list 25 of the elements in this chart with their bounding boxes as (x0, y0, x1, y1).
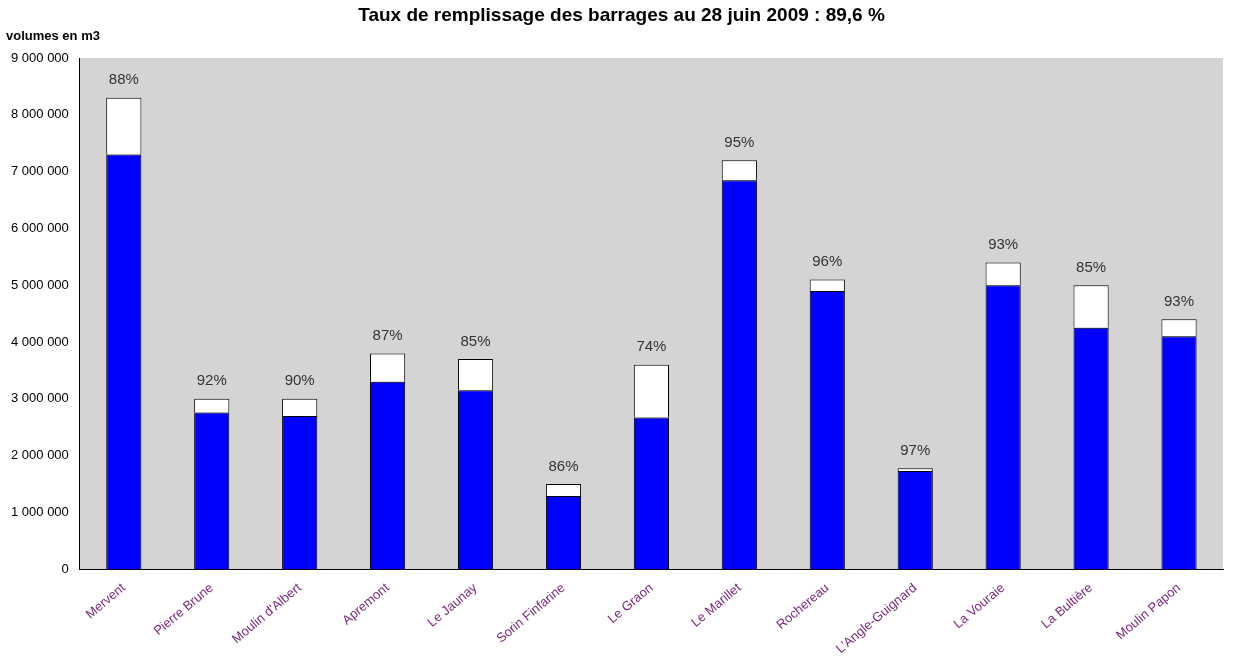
y-tick-label: 4 000 000 (10, 333, 69, 349)
y-tick-label: 2 000 000 (10, 447, 69, 463)
y-tick-label: 0 (61, 560, 69, 576)
annotation: 92% (196, 371, 227, 389)
annotation: 96% (812, 252, 843, 270)
annotation: 90% (284, 371, 315, 389)
chart-title: Taux de remplissage des barrages au 28 juin 2009 : 89,6 % (357, 4, 886, 26)
y-axis-title: volumes en m3 (6, 28, 100, 43)
annotation: 85% (460, 331, 491, 349)
annotation: 97% (900, 440, 931, 458)
annotation: 86% (548, 456, 579, 474)
y-tick-label: 9 000 000 (10, 49, 69, 65)
annotation: 93% (1164, 291, 1195, 309)
y-tick-label: 7 000 000 (10, 163, 69, 179)
y-tick-label: 5 000 000 (10, 276, 69, 292)
y-tick-label: 3 000 000 (10, 390, 69, 406)
y-tick-label: 1 000 000 (10, 504, 69, 520)
annotation: 93% (988, 235, 1019, 253)
annotation: 95% (724, 132, 755, 150)
annotation: 74% (636, 337, 667, 355)
annotation: 88% (108, 70, 139, 88)
y-tick-label: 6 000 000 (10, 220, 69, 235)
annotation: 87% (372, 326, 403, 344)
annotation: 85% (1076, 257, 1107, 275)
y-tick-label: 8 000 000 (10, 106, 69, 122)
